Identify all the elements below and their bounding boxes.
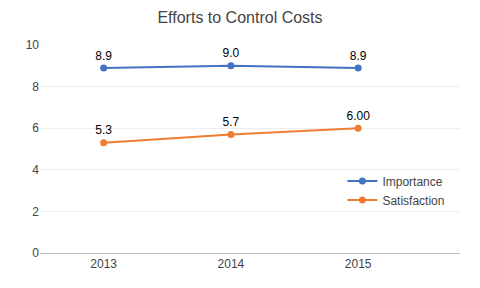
svg-text:5.3: 5.3 <box>95 123 112 137</box>
svg-text:9.0: 9.0 <box>223 46 240 60</box>
svg-text:4: 4 <box>32 163 39 177</box>
svg-text:10: 10 <box>26 38 40 52</box>
svg-text:2: 2 <box>32 205 39 219</box>
svg-text:8.9: 8.9 <box>350 49 367 63</box>
svg-text:5.7: 5.7 <box>223 115 240 129</box>
svg-text:8.9: 8.9 <box>95 49 112 63</box>
svg-text:Satisfaction: Satisfaction <box>382 194 444 208</box>
svg-text:6.00: 6.00 <box>347 109 371 123</box>
svg-text:2013: 2013 <box>90 257 117 271</box>
svg-text:2014: 2014 <box>218 257 245 271</box>
svg-text:6: 6 <box>32 121 39 135</box>
svg-text:2015: 2015 <box>345 257 372 271</box>
svg-text:8: 8 <box>32 80 39 94</box>
svg-text:Efforts to Control Costs: Efforts to Control Costs <box>157 9 322 26</box>
svg-text:Importance: Importance <box>382 175 442 189</box>
svg-text:0: 0 <box>32 246 39 260</box>
